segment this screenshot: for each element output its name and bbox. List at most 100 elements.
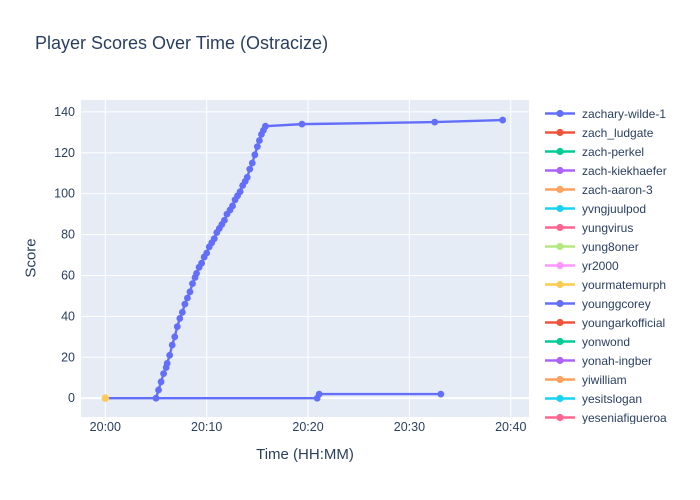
legend-item-zachary-wilde-1[interactable]: zachary-wilde-1 xyxy=(543,104,695,123)
legend-line-marker-glyph xyxy=(545,109,575,118)
legend-glyph-dot xyxy=(556,337,564,346)
legend-glyph-dot xyxy=(556,299,564,308)
legend-glyph-dot xyxy=(556,261,564,270)
y-tick-label: 140 xyxy=(54,105,75,119)
x-tick-label: 20:30 xyxy=(394,420,425,434)
legend-line-marker-glyph xyxy=(545,394,575,403)
series-marker-zachary-wilde-1 xyxy=(251,151,259,159)
series-marker-zachary-wilde-1 xyxy=(168,341,176,349)
legend-label: zach_ludgate xyxy=(582,125,654,140)
series-marker-younggcorey xyxy=(437,390,445,398)
x-tick-label: 20:40 xyxy=(495,420,526,434)
series-marker-zachary-wilde-1 xyxy=(243,173,251,181)
legend-item-zach-perkel[interactable]: zach-perkel xyxy=(543,142,695,161)
legend-line-marker-glyph xyxy=(545,337,575,346)
legend-item-yung8oner[interactable]: yung8oner xyxy=(543,237,695,256)
legend-line-marker-glyph xyxy=(545,413,575,422)
x-tick-label: 20:20 xyxy=(292,420,323,434)
legend-item-zach_ludgate[interactable]: zach_ludgate xyxy=(543,123,695,142)
legend-label: yonah-ingber xyxy=(582,353,653,368)
x-tick-label: 20:10 xyxy=(191,420,222,434)
legend-label: yiwilliam xyxy=(582,372,627,387)
legend-line-marker-glyph xyxy=(545,204,575,213)
y-tick-label: 80 xyxy=(61,228,75,242)
legend-item-youngarkofficial[interactable]: youngarkofficial xyxy=(543,313,695,332)
legend-line-marker-glyph xyxy=(545,185,575,194)
legend-glyph-dot xyxy=(556,166,564,175)
legend-item-yiwilliam[interactable]: yiwilliam xyxy=(543,370,695,389)
series-marker-zachary-wilde-1 xyxy=(253,143,261,151)
legend-glyph-dot xyxy=(556,223,564,232)
legend-line-marker-glyph xyxy=(545,299,575,308)
series-marker-zachary-wilde-1 xyxy=(499,116,507,124)
legend-glyph-dot xyxy=(556,204,564,213)
legend-glyph-dot xyxy=(556,147,564,156)
series-marker-younggcorey xyxy=(315,390,323,398)
legend-item-yr2000[interactable]: yr2000 xyxy=(543,256,695,275)
legend-label: zach-aaron-3 xyxy=(582,182,653,197)
legend-glyph-dot xyxy=(556,413,564,422)
series-marker-zachary-wilde-1 xyxy=(171,333,179,341)
series-marker-yourmatemurph xyxy=(101,394,110,402)
legend-label: yr2000 xyxy=(582,258,619,273)
legend-item-yeseniafigueroa[interactable]: yeseniafigueroa xyxy=(543,408,695,424)
series-marker-zachary-wilde-1 xyxy=(184,294,191,302)
y-axis-title: Score xyxy=(22,238,40,278)
series-marker-zachary-wilde-1 xyxy=(178,308,186,316)
legend-item-yonwond[interactable]: yonwond xyxy=(543,332,695,351)
series-marker-zachary-wilde-1 xyxy=(189,280,196,288)
legend-label: zachary-wilde-1 xyxy=(582,106,667,121)
legend-item-yvngjuulpod[interactable]: yvngjuulpod xyxy=(543,199,695,218)
series-marker-zachary-wilde-1 xyxy=(298,120,306,128)
legend-line-marker-glyph xyxy=(545,261,575,270)
legend-line-marker-glyph xyxy=(545,166,575,175)
legend-glyph-dot xyxy=(556,280,564,289)
series-marker-zachary-wilde-1 xyxy=(229,202,236,210)
series-marker-zachary-wilde-1 xyxy=(166,351,174,359)
legend-label: yungvirus xyxy=(582,220,634,235)
series-marker-zachary-wilde-1 xyxy=(163,360,171,367)
legend-glyph-dot xyxy=(556,242,564,251)
plot-area[interactable] xyxy=(81,100,529,417)
legend-item-yesitslogan[interactable]: yesitslogan xyxy=(543,389,695,408)
legend-label: yeseniafigueroa xyxy=(582,410,667,425)
y-tick-label: 100 xyxy=(54,187,75,201)
legend-item-younggcorey[interactable]: younggcorey xyxy=(543,294,695,313)
y-tick-label: 0 xyxy=(68,391,75,405)
legend-line-marker-glyph xyxy=(545,147,575,156)
series-marker-zachary-wilde-1 xyxy=(173,323,181,331)
series-marker-zachary-wilde-1 xyxy=(186,288,194,296)
series-marker-zachary-wilde-1 xyxy=(181,300,189,308)
legend-glyph-dot xyxy=(556,356,564,365)
series-marker-zachary-wilde-1 xyxy=(431,118,439,126)
legend-item-yourmatemurph[interactable]: yourmatemurph xyxy=(543,275,695,294)
legend-item-yonah-ingber[interactable]: yonah-ingber xyxy=(543,351,695,370)
legend-line-marker-glyph xyxy=(545,242,575,251)
y-tick-label: 40 xyxy=(61,309,75,323)
legend-item-zach-aaron-3[interactable]: zach-aaron-3 xyxy=(543,180,695,199)
legend-glyph-dot xyxy=(556,185,564,194)
legend-label: youngarkofficial xyxy=(582,315,666,330)
legend: zachary-wilde-1 zach_ludgate zach-perkel za… xyxy=(543,104,695,424)
legend-glyph-dot xyxy=(556,128,564,137)
series-marker-zachary-wilde-1 xyxy=(198,259,206,267)
series-marker-zachary-wilde-1 xyxy=(203,249,211,257)
series-marker-zachary-wilde-1 xyxy=(248,159,256,167)
series-marker-zachary-wilde-1 xyxy=(236,188,244,196)
legend-label: zach-perkel xyxy=(582,144,645,159)
y-tick-label: 60 xyxy=(61,268,75,282)
legend-glyph-dot xyxy=(556,109,564,118)
y-tick-label: 20 xyxy=(61,350,75,364)
y-tick-label: 120 xyxy=(54,146,75,160)
series-marker-zachary-wilde-1 xyxy=(155,386,162,394)
legend-line-marker-glyph xyxy=(545,280,575,289)
legend-label: younggcorey xyxy=(582,296,651,311)
legend-item-yungvirus[interactable]: yungvirus xyxy=(543,218,695,237)
x-tick-label: 20:00 xyxy=(90,420,121,434)
series-marker-zachary-wilde-1 xyxy=(160,370,168,378)
legend-label: zach-kiekhaefer xyxy=(582,163,667,178)
legend-item-zach-kiekhaefer[interactable]: zach-kiekhaefer xyxy=(543,161,695,180)
series-marker-zachary-wilde-1 xyxy=(262,122,269,130)
